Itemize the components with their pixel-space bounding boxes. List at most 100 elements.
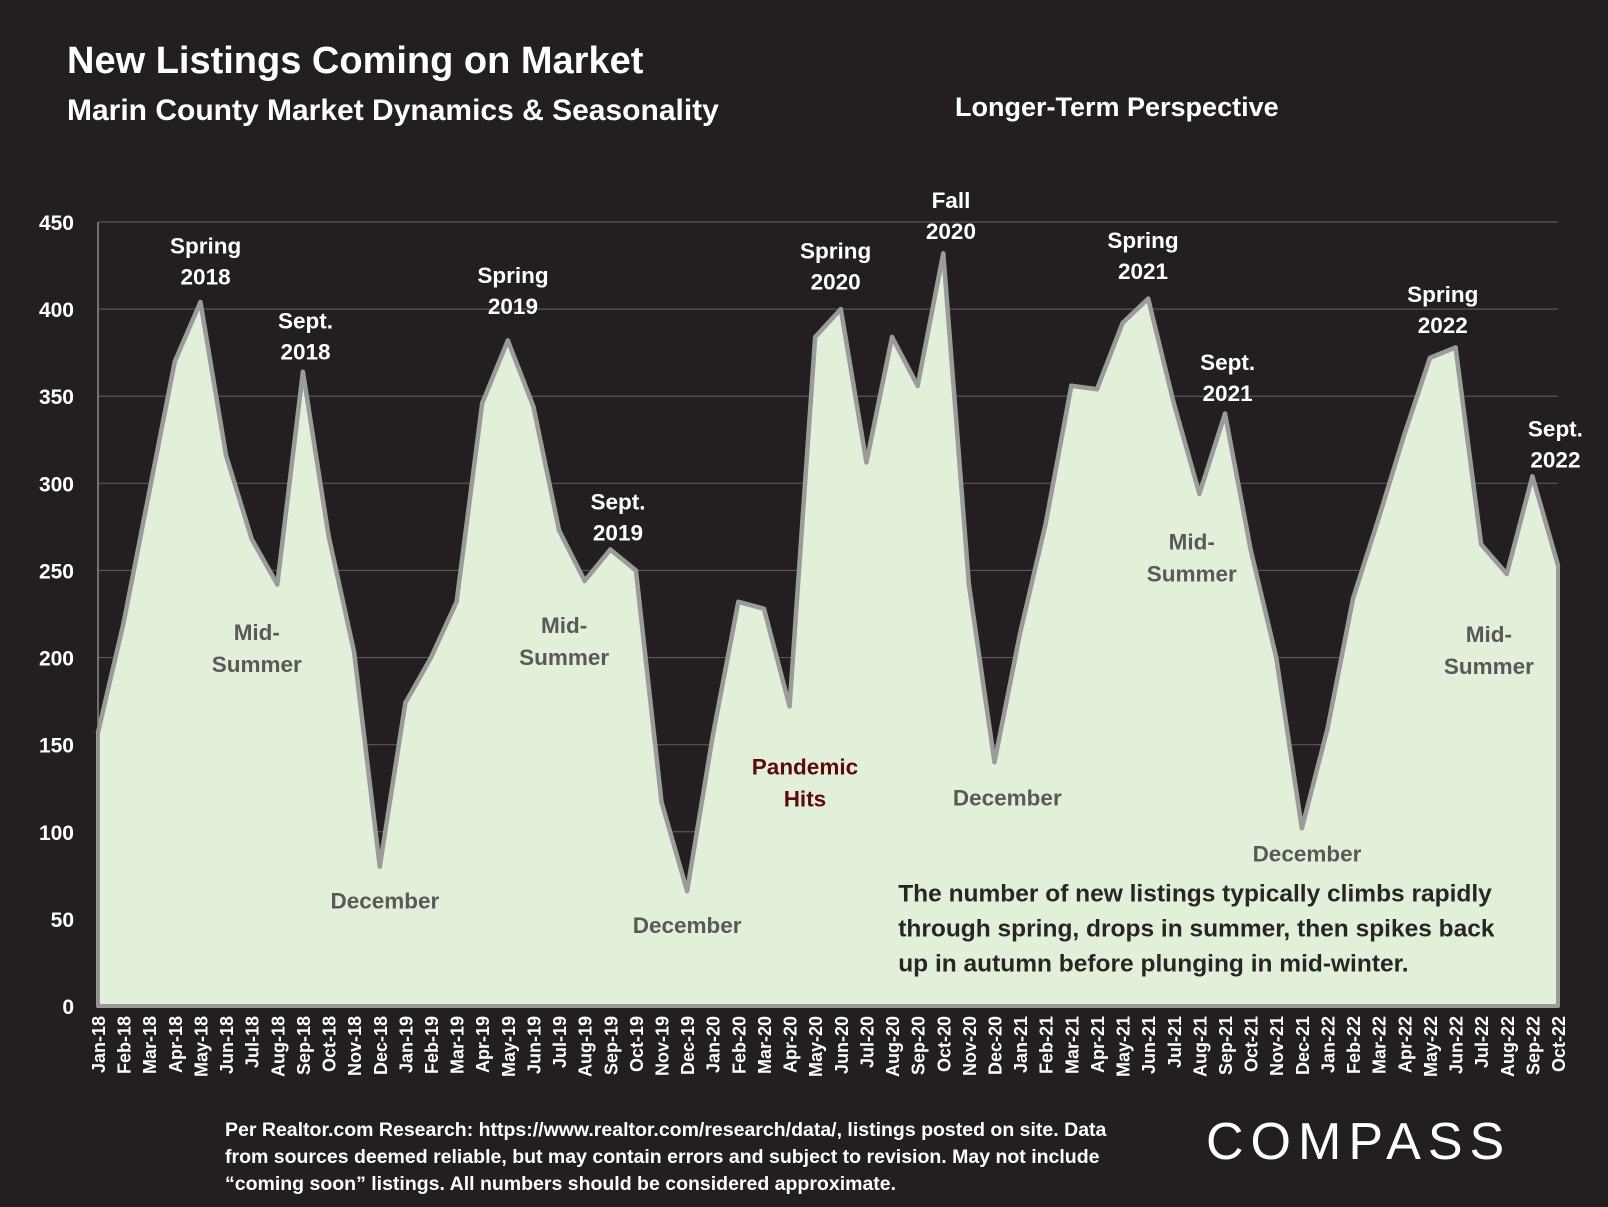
series-segment [736,599,767,612]
y-tick-label: 100 [39,822,74,845]
series-segment [761,606,792,709]
annotation-peak: Spring 2020 [800,239,871,295]
data-point [455,600,459,604]
data-point [1069,384,1073,388]
series-segment [966,582,997,765]
y-tick-label: 350 [39,386,74,409]
data-point [224,453,228,457]
data-point [1121,321,1125,325]
data-point [198,300,202,304]
annotation-line: Mid- [1169,530,1215,555]
annotation-line: Sept. [590,489,645,514]
x-tick-label: Nov-21 [1267,1016,1287,1076]
data-point [736,600,740,604]
series-segment [531,404,562,533]
x-tick-label: Jun-18 [217,1016,237,1074]
series-segment [146,359,178,495]
data-point [301,370,305,374]
annotation-line: Spring [170,233,241,258]
data-point [788,704,792,708]
data-point [506,338,510,342]
annotation-trough: Mid- Summer [1147,530,1237,587]
y-tick-label: 300 [39,473,74,496]
annotation-trough: Mid- Summer [212,620,302,677]
series-segment [1453,345,1484,547]
x-tick-label: Sep-20 [909,1016,929,1075]
series-segment [941,251,972,587]
annotation-trough: Mid- Summer [1444,622,1534,679]
series-segment [1197,411,1228,497]
data-point [1325,727,1329,731]
chart-note-line: The number of new listings typically cli… [898,880,1492,907]
chart-subtitle: Marin County Market Dynamics & Seasonali… [67,94,719,127]
annotation-line: Mid- [541,613,587,638]
series-segment [864,334,895,465]
data-point [839,307,843,311]
series-segment [684,733,715,894]
data-point [608,548,612,552]
x-tick-label: Aug-22 [1498,1016,1518,1077]
annotation-line: Mid- [234,620,280,645]
annotation-line: Summer [519,645,609,670]
x-tick-label: Sep-22 [1523,1016,1543,1075]
x-tick-label: Jul-18 [243,1016,263,1068]
data-point [1197,492,1201,496]
annotation-trough: December [953,786,1062,811]
annotation-trough: December [633,913,742,938]
annotation-line: Sept. [1528,416,1583,441]
data-point [634,568,638,572]
data-point [531,405,535,409]
x-tick-label: Feb-19 [422,1016,442,1074]
data-point [1172,401,1176,405]
data-point [967,582,971,586]
listings-area [95,251,1561,1008]
series-segment [1043,383,1074,526]
x-tick-label: Dec-19 [678,1016,698,1075]
x-tick-label: Jul-19 [550,1016,570,1068]
annotation-line: Sept. [1200,350,1255,375]
series-segment [428,599,459,660]
x-tick-label: Dec-18 [371,1016,391,1075]
series-segment [377,700,408,869]
series-segment [172,299,203,364]
series-segment [275,369,306,587]
series-segment [505,338,536,409]
x-tick-label: Jul-22 [1472,1016,1492,1068]
x-tick-label: May-19 [499,1016,519,1077]
series-segment [198,299,229,458]
annotation-peak: Sept. 2021 [1200,350,1255,406]
annotation-line: 2020 [926,219,976,244]
annotation-line: Spring [477,263,548,288]
series-segment [1273,655,1305,831]
annotation-line: 2018 [181,264,231,289]
series-segment [1145,296,1177,406]
annotation-line: Summer [1444,654,1534,679]
annotation-peak: Spring 2021 [1107,228,1178,284]
data-point [1223,412,1227,416]
annotation-line: 2021 [1203,381,1253,406]
x-tick-label: Sep-19 [601,1016,621,1075]
data-point [275,582,279,586]
x-tick-label: Jan-20 [704,1016,724,1073]
x-tick-label: Sep-21 [1216,1016,1236,1075]
data-point [1249,548,1253,552]
perspective-label: Longer-Term Perspective [955,92,1279,122]
source-note: Per Realtor.com Research: https://www.re… [225,1119,1107,1195]
series-segment [838,306,869,465]
x-tick-label: Oct-22 [1549,1016,1569,1072]
x-tick-label: Jan-18 [89,1016,109,1073]
series-segment [1325,596,1356,732]
data-point [378,865,382,869]
annotation-line: December [1253,841,1362,866]
annotation-line: 2019 [593,520,643,545]
data-point [762,607,766,611]
x-tick-label: Feb-22 [1344,1016,1364,1074]
series-segment [992,630,1023,765]
x-tick-label: Dec-21 [1293,1016,1313,1075]
y-tick-label: 450 [39,212,74,235]
annotation-line: Pandemic [752,754,858,779]
data-point [122,621,126,625]
data-point [1428,356,1432,360]
y-tick-label: 150 [39,735,74,758]
x-tick-label: Feb-20 [729,1016,749,1074]
